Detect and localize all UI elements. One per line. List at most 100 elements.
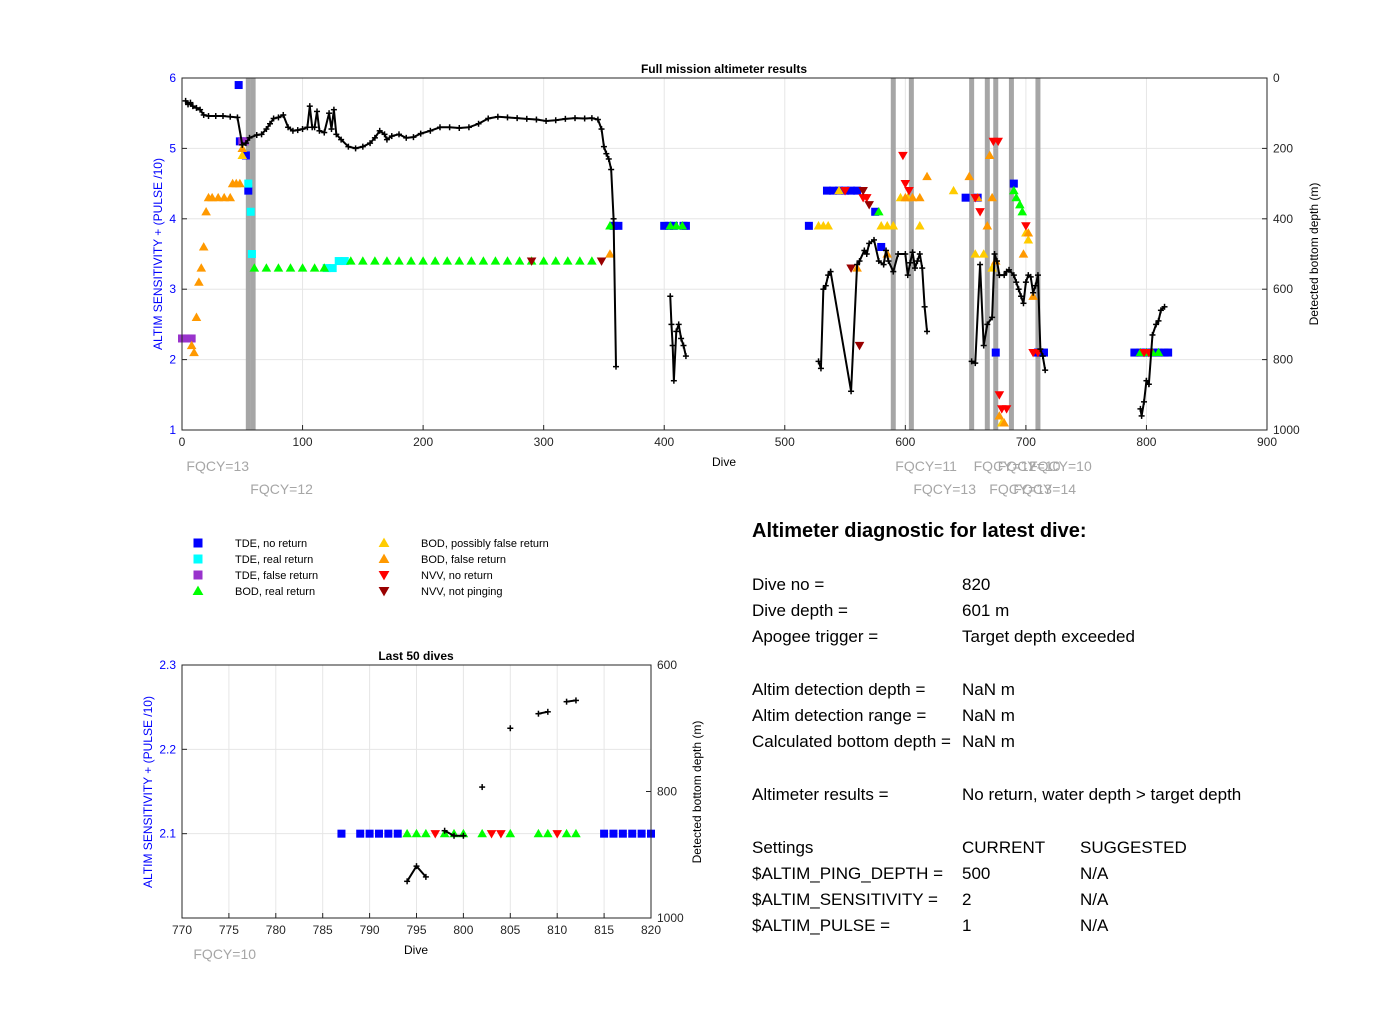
marker-bod-false-return xyxy=(191,312,202,321)
bottom-depth-point xyxy=(197,106,204,113)
marker-bod-real-return xyxy=(430,256,440,265)
bottom-depth-point xyxy=(321,129,328,136)
marker-bod-false-return xyxy=(982,221,993,230)
marker-tde-no-return xyxy=(660,221,669,230)
x-tick-label: 400 xyxy=(654,435,674,449)
main-bottom-depth-trace xyxy=(182,97,1168,419)
small-x-axis-label: Dive xyxy=(404,943,428,957)
marker-tde-no-return xyxy=(600,829,609,838)
marker-bod-false-return xyxy=(201,206,211,216)
diagnostic-title: Altimeter diagnostic for latest dive: xyxy=(752,520,1087,542)
marker-nvv-not-pinging xyxy=(858,187,868,196)
bottom-depth-point xyxy=(212,113,219,120)
y-tick-label: 2.3 xyxy=(159,658,176,672)
main-plot-frame xyxy=(181,77,1268,431)
bottom-depth-point xyxy=(822,282,829,289)
legend-label: BOD, false return xyxy=(421,554,506,566)
main-axis-ticks: 0 100 200 300 400 500 600 700 800 900 1 2 3 4 5 6 0 200 40… xyxy=(169,71,1300,449)
pulse-suggested: N/A xyxy=(1080,916,1109,935)
bottom-depth-point xyxy=(817,365,824,372)
marker-tde-no-return xyxy=(609,829,618,838)
bottom-depth-point xyxy=(902,251,909,257)
marker-bod-real-return xyxy=(561,828,572,838)
marker-tde-no-return xyxy=(853,186,862,195)
x-tick-label: 770 xyxy=(172,923,192,937)
bottom-depth-point xyxy=(993,258,1000,265)
marker-bod-false-return xyxy=(225,192,236,202)
bottom-depth-point xyxy=(200,111,207,118)
marker-bod-real-return xyxy=(514,256,525,265)
marker-bod-false-return xyxy=(198,242,209,251)
marker-tde-no-return xyxy=(374,829,383,838)
bottom-depth-point xyxy=(1030,289,1037,296)
bottom-depth-point xyxy=(605,155,612,162)
marker-tde-no-return xyxy=(241,151,250,160)
marker-tde-no-return xyxy=(1130,348,1139,357)
x-tick-label: 820 xyxy=(641,923,661,937)
marker-bod-real-return xyxy=(402,828,412,838)
marker-bod-real-return xyxy=(575,256,585,265)
bottom-depth-point xyxy=(381,131,388,138)
bottom-depth-point xyxy=(680,342,687,349)
main-y2-axis-label: Detected bottom depth (m) xyxy=(1307,183,1321,326)
altim-detection-range-label: Altim detection range = xyxy=(752,706,927,725)
marker-bod-real-return xyxy=(571,828,581,838)
bottom-depth-point xyxy=(1155,317,1162,324)
x-tick-label: 600 xyxy=(895,435,915,449)
marker-tde-no-return xyxy=(847,186,856,195)
marker-bod-false-return xyxy=(186,340,197,350)
y2-tick-label: 400 xyxy=(1273,212,1293,226)
bottom-depth-point xyxy=(562,115,569,122)
bottom-depth-point xyxy=(572,697,579,704)
marker-tde-no-return xyxy=(1009,179,1018,188)
marker-bod-possibly-false-return xyxy=(888,221,899,230)
marker-bod-possibly-false-return xyxy=(823,221,833,230)
marker-bod-possibly-false-return xyxy=(834,185,844,195)
bottom-depth-point xyxy=(523,115,530,122)
marker-bod-real-return xyxy=(285,263,296,272)
main-fqcy-labels: FQCY=13FQCY=12FQCY=11FQCY=13FQCY=12FQCY=… xyxy=(186,458,1092,497)
legend-marker-bod-real-return xyxy=(192,585,204,596)
bottom-depth-point xyxy=(820,286,827,293)
suggested-header: SUGGESTED xyxy=(1080,838,1187,857)
last-50-dives-chart: 770 775 780 785 790 795 800 805 810 815 820 2.1 2.2 2… xyxy=(141,649,704,962)
bottom-depth-point xyxy=(280,111,287,118)
bottom-depth-point xyxy=(371,134,378,141)
chart-legend: TDE, no return TDE, real return TDE, false… xyxy=(192,537,549,598)
bottom-depth-point xyxy=(535,710,542,717)
legend-item-tde-no-return: TDE, no return xyxy=(193,538,307,550)
legend-label: NVV, not pinging xyxy=(421,586,503,598)
marker-bod-false-return xyxy=(235,178,245,188)
marker-bod-false-return xyxy=(964,171,975,181)
dive-no-label: Dive no = xyxy=(752,575,825,594)
marker-tde-real-return xyxy=(247,250,256,258)
marker-bod-real-return xyxy=(538,256,549,265)
y2-tick-label: 600 xyxy=(1273,282,1293,296)
bottom-depth-point xyxy=(1032,282,1039,289)
y-tick-label: 6 xyxy=(169,71,176,85)
bottom-depth-point xyxy=(263,126,270,133)
marker-tde-no-return xyxy=(822,186,831,195)
marker-tde-no-return xyxy=(337,829,346,838)
bottom-depth-point xyxy=(1034,272,1041,279)
marker-bod-real-return xyxy=(345,256,356,265)
x-tick-label: 795 xyxy=(406,923,426,937)
legend-marker-nvv-no-return xyxy=(378,570,390,581)
legend-label: NVV, no return xyxy=(421,570,493,582)
marker-bod-real-return xyxy=(543,828,553,838)
bottom-depth-point xyxy=(427,127,434,134)
bottom-depth-point xyxy=(880,261,887,268)
bottom-depth-point xyxy=(246,134,253,141)
legend-item-tde-real-return: TDE, real return xyxy=(193,554,313,566)
bottom-depth-point xyxy=(1013,279,1020,286)
marker-tde-no-return xyxy=(1039,348,1048,357)
bottom-depth-point xyxy=(544,708,551,715)
bottom-depth-point xyxy=(403,134,410,141)
bottom-depth-point xyxy=(352,145,359,152)
marker-bod-false-return xyxy=(196,263,207,272)
bottom-depth-point xyxy=(219,113,226,120)
marker-bod-real-return xyxy=(1015,199,1025,209)
x-tick-label: 0 xyxy=(179,435,186,449)
bottom-depth-point xyxy=(581,115,588,122)
marker-bod-possibly-false-return xyxy=(948,185,959,195)
